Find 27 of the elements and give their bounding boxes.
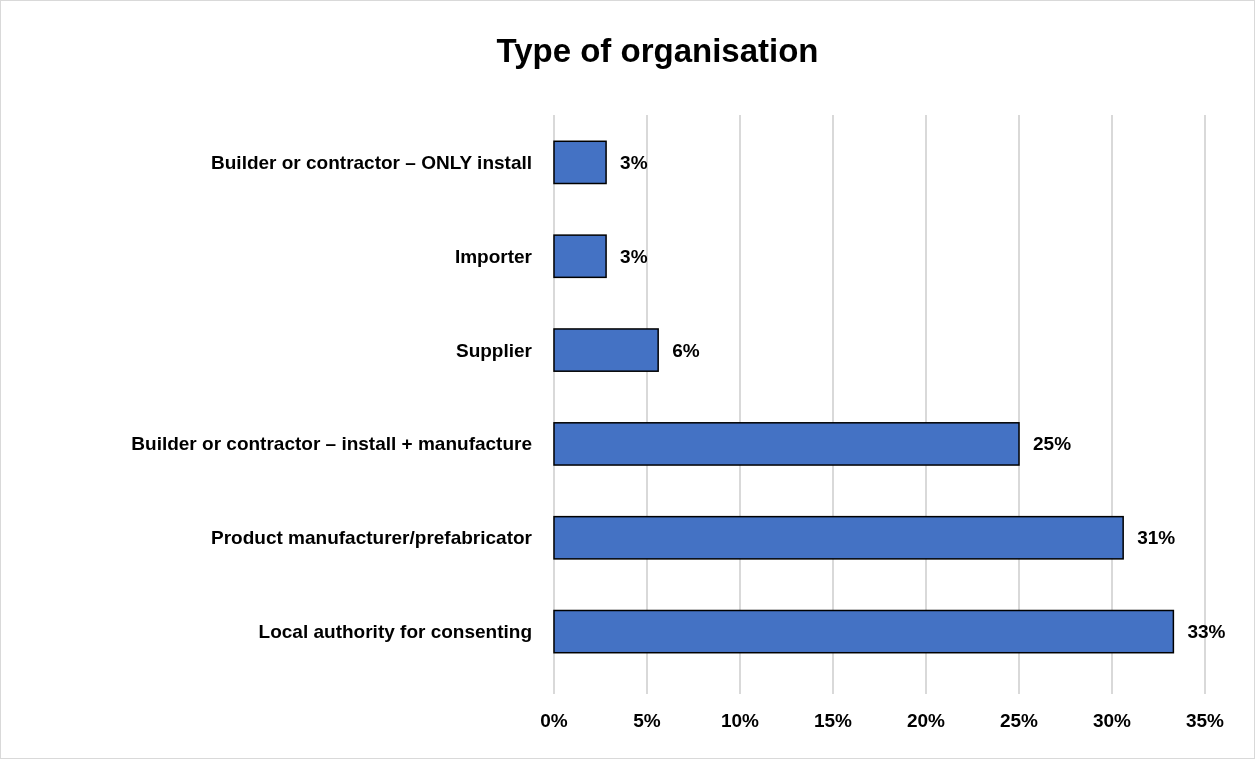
x-tick-label: 25%: [999, 710, 1039, 731]
data-label: 3%: [620, 151, 648, 173]
bar: [553, 515, 1124, 560]
data-label: 33%: [1187, 621, 1226, 643]
bar: [553, 609, 1175, 654]
y-tick-label: Builder or contractor – install + manufacture: [131, 433, 532, 455]
data-label: 25%: [1033, 433, 1072, 455]
y-tick-label: Importer: [454, 245, 533, 267]
chart-title: Type of organisation: [496, 32, 819, 69]
x-tick-label: 5%: [633, 710, 661, 731]
x-tick-label: 20%: [906, 710, 946, 731]
bar: [553, 422, 1020, 466]
x-tick-label: 10%: [720, 710, 760, 731]
x-tick-label: 15%: [813, 710, 853, 731]
x-tick-label: 35%: [1185, 710, 1225, 731]
y-tick-label: Local authority for consenting: [258, 621, 532, 643]
data-label: 31%: [1137, 527, 1176, 549]
x-tick-label: 0%: [540, 710, 568, 731]
data-label: 6%: [672, 339, 700, 361]
y-tick-label: Builder or contractor – ONLY install: [211, 151, 532, 173]
bar: [553, 328, 659, 372]
y-tick-label: Supplier: [455, 339, 533, 361]
x-tick-label: 30%: [1092, 710, 1132, 731]
y-tick-label: Product manufacturer/prefabricator: [211, 527, 533, 549]
bar: [553, 140, 607, 185]
data-label: 3%: [620, 245, 648, 267]
bar: [553, 234, 607, 279]
